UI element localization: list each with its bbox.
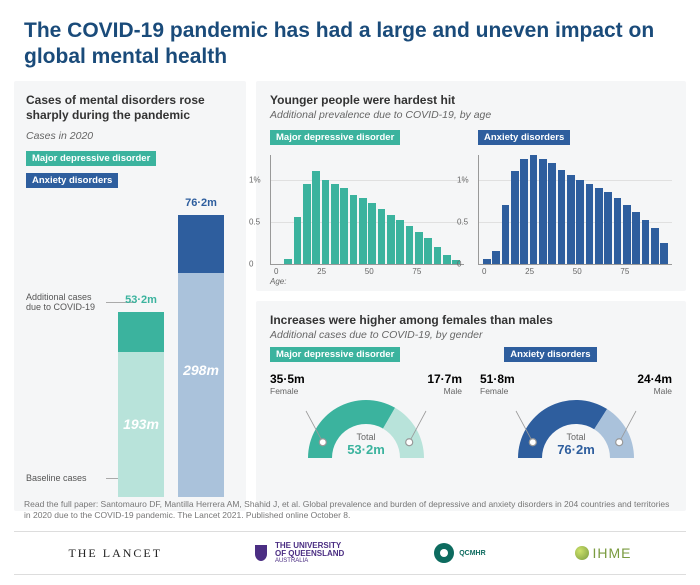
gender-charts: 35·5m Female 17·7m Male Total 53·2m [270, 370, 672, 496]
anx-add-label: 76·2m [178, 197, 224, 209]
annot-baseline: Baseline cases [26, 473, 106, 483]
age-anx-tag: Anxiety disorders [478, 130, 570, 145]
main-title: The COVID-19 pandemic has had a large an… [0, 0, 700, 81]
right-column: Younger people were hardest hit Addition… [256, 81, 686, 511]
uq-crest-icon [251, 543, 271, 563]
mdd-total: Total 53·2m [270, 432, 462, 457]
gender-mdd-tag: Major depressive disorder [270, 347, 400, 362]
mdd-add-seg [118, 312, 164, 352]
anx-total: Total 76·2m [480, 432, 672, 457]
age-mdd-tag: Major depressive disorder [270, 130, 400, 145]
stacked-bars: Additional cases due to COVID-19 Baselin… [26, 192, 234, 503]
gender-tags: Major depressive disorder Anxiety disord… [270, 347, 672, 366]
qcmhr-logo: QCMHR [433, 542, 485, 564]
anx-base-label: 298m [178, 362, 224, 378]
gender-anx-tag: Anxiety disorders [504, 347, 596, 362]
age-heading: Younger people were hardest hit [270, 93, 672, 107]
ihme-dot-icon [575, 546, 589, 560]
age-anx-col: Anxiety disorders 1% 0.5 0 0 25 [478, 127, 672, 286]
left-tags: Major depressive disorder Anxiety disord… [26, 148, 234, 192]
left-heading: Cases of mental disorders rose sharply d… [26, 93, 234, 124]
footer: Read the full paper: Santomauro DF, Mant… [0, 491, 700, 585]
age-mdd-chart: 1% 0.5 0 [270, 155, 464, 265]
age-mdd-xaxis: 0 25 50 75 [270, 267, 464, 276]
anx-base-seg: 298m [178, 273, 224, 497]
age-anx-chart: 1% 0.5 0 [478, 155, 672, 265]
age-charts: Major depressive disorder 1% 0.5 0 0 25 [270, 127, 672, 286]
left-sub: Cases in 2020 [26, 130, 234, 142]
logo-row: THE LANCET THE UNIVERSITY OF QUEENSLAND … [14, 531, 686, 575]
gender-panel: Increases were higher among females than… [256, 301, 686, 511]
age-mdd-col: Major depressive disorder 1% 0.5 0 0 25 [270, 127, 464, 286]
age-sub: Additional prevalence due to COVID-19, b… [270, 109, 672, 121]
mdd-add-label: 53·2m [118, 294, 164, 306]
mdd-tag: Major depressive disorder [26, 151, 156, 166]
age-panel: Younger people were hardest hit Addition… [256, 81, 686, 291]
ihme-logo: IHME [575, 545, 632, 561]
mdd-base-seg: 193m [118, 352, 164, 497]
citation: Read the full paper: Santomauro DF, Mant… [24, 499, 676, 521]
gender-sub: Additional cases due to COVID-19, by gen… [270, 329, 672, 341]
uq-logo: THE UNIVERSITY OF QUEENSLAND AUSTRALIA [251, 542, 344, 564]
age-mdd-bars [271, 155, 464, 264]
qcmhr-icon [433, 542, 455, 564]
gender-anx: 51·8m Female 24·4m Male Total 76·2m [480, 370, 672, 496]
infographic: The COVID-19 pandemic has had a large an… [0, 0, 700, 585]
mdd-bar: 53·2m 193m [118, 312, 164, 497]
anx-add-seg [178, 215, 224, 273]
age-anx-xaxis: 0 25 50 75 [478, 267, 672, 276]
annot-additional: Additional cases due to COVID-19 [26, 292, 106, 312]
gender-mdd: 35·5m Female 17·7m Male Total 53·2m [270, 370, 462, 496]
anx-bar: 76·2m 298m [178, 215, 224, 497]
left-panel: Cases of mental disorders rose sharply d… [14, 81, 246, 511]
lancet-logo: THE LANCET [68, 546, 162, 561]
age-anx-bars [479, 155, 672, 264]
content-grid: Cases of mental disorders rose sharply d… [0, 81, 700, 511]
age-x-title: Age: [270, 277, 464, 286]
gender-heading: Increases were higher among females than… [270, 313, 672, 327]
anx-tag: Anxiety disorders [26, 173, 118, 188]
mdd-base-label: 193m [118, 416, 164, 432]
